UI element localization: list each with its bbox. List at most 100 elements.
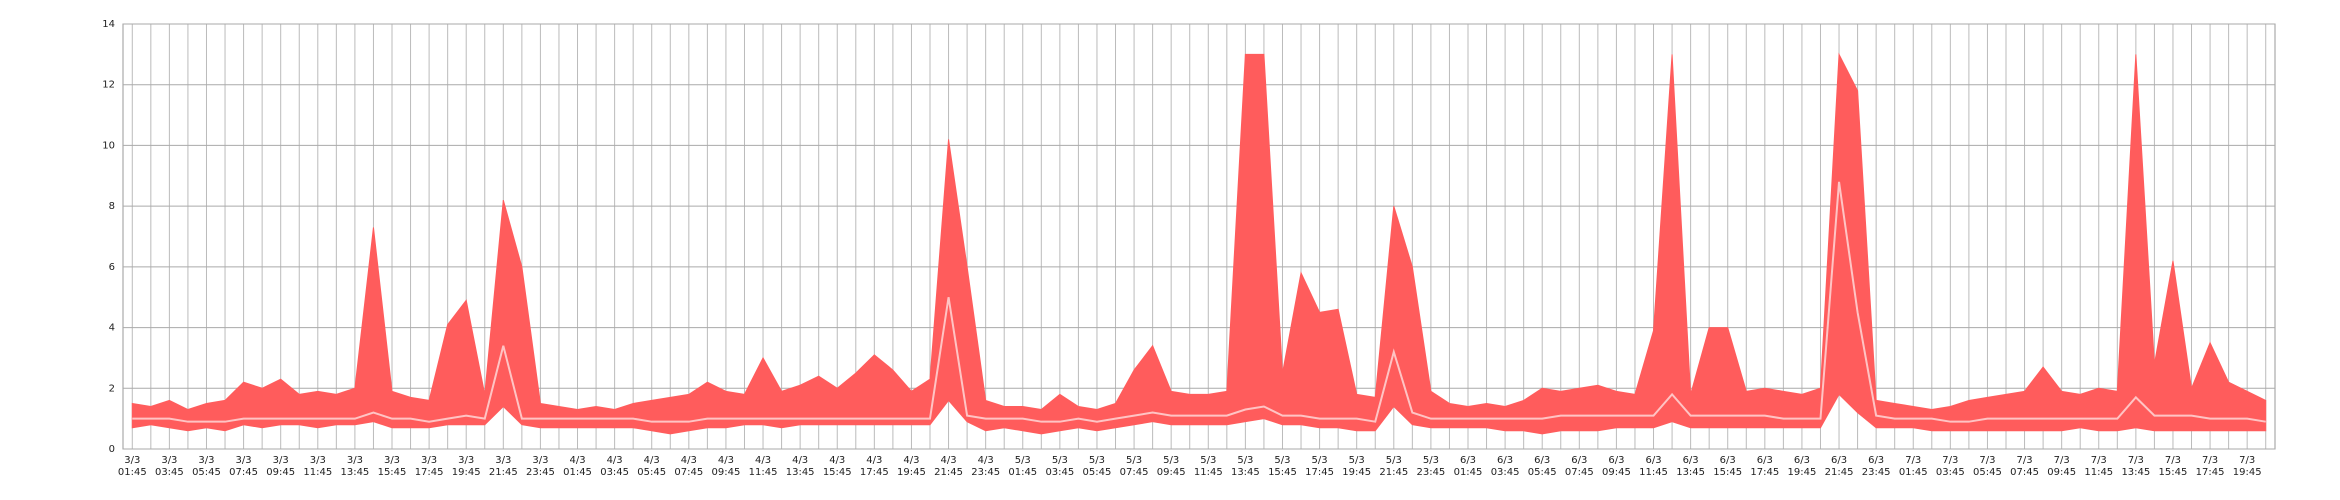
y-tick-label: 8 — [109, 201, 115, 212]
x-tick-label-line: 3/3 — [198, 455, 214, 466]
x-tick-label: 3/3 01:45 — [118, 455, 147, 478]
x-tick-label: 4/3 05:45 — [637, 455, 666, 478]
x-tick-label: 6/3 03:45 — [1491, 455, 1520, 478]
x-tick-label: 4/3 09:45 — [712, 455, 741, 478]
y-tick-label: 14 — [102, 19, 115, 30]
x-tick-label-line: 01:45 — [563, 467, 592, 478]
x-tick-label: 5/3 03:45 — [1045, 455, 1074, 478]
x-tick-label-line: 6/3 — [1460, 455, 1476, 466]
x-tick-label-line: 5/3 — [1274, 455, 1290, 466]
x-tick-label-line: 6/3 — [1720, 455, 1736, 466]
x-tick-label-line: 17:45 — [2196, 467, 2225, 478]
x-tick-label: 3/3 11:45 — [303, 455, 332, 478]
x-tick-label-line: 01:45 — [1899, 467, 1928, 478]
x-tick-label-line: 4/3 — [978, 455, 994, 466]
x-tick-label-line: 3/3 — [532, 455, 548, 466]
x-tick-label-line: 11:45 — [303, 467, 332, 478]
x-tick-label-line: 4/3 — [718, 455, 734, 466]
x-tick-label-line: 6/3 — [1757, 455, 1773, 466]
x-tick-label-line: 4/3 — [681, 455, 697, 466]
x-tick-label-line: 7/3 — [2054, 455, 2070, 466]
x-tick-label: 4/3 15:45 — [823, 455, 852, 478]
x-tick-label-line: 6/3 — [1868, 455, 1884, 466]
y-tick-label: 0 — [109, 444, 115, 455]
x-tick-label-line: 09:45 — [1157, 467, 1186, 478]
x-tick-label: 5/3 19:45 — [1342, 455, 1371, 478]
x-tick-label-line: 03:45 — [1936, 467, 1965, 478]
x-tick-label-line: 7/3 — [2239, 455, 2255, 466]
x-tick-label-line: 7/3 — [2165, 455, 2181, 466]
x-tick-label: 5/3 21:45 — [1379, 455, 1408, 478]
x-tick-label: 5/3 17:45 — [1305, 455, 1334, 478]
x-tick-label-line: 6/3 — [1831, 455, 1847, 466]
y-tick-label: 2 — [109, 383, 115, 394]
x-tick-label-line: 11:45 — [749, 467, 778, 478]
x-tick-label-line: 5/3 — [1312, 455, 1328, 466]
x-tick-label-line: 15:45 — [1268, 467, 1297, 478]
x-tick-label-line: 03:45 — [155, 467, 184, 478]
x-tick-label-line: 3/3 — [458, 455, 474, 466]
x-tick-label: 7/3 13:45 — [2121, 455, 2150, 478]
x-tick-label-line: 6/3 — [1683, 455, 1699, 466]
x-tick-label-line: 4/3 — [941, 455, 957, 466]
x-tick-label: 7/3 19:45 — [2233, 455, 2262, 478]
x-tick-label-line: 17:45 — [860, 467, 889, 478]
x-tick-label: 3/3 09:45 — [266, 455, 295, 478]
x-tick-label-line: 6/3 — [1608, 455, 1624, 466]
x-tick-label-line: 4/3 — [569, 455, 585, 466]
x-tick-label-line: 4/3 — [829, 455, 845, 466]
x-tick-label-line: 05:45 — [1973, 467, 2002, 478]
x-tick-label-line: 03:45 — [1045, 467, 1074, 478]
x-tick-label-line: 6/3 — [1497, 455, 1513, 466]
x-tick-label-line: 15:45 — [2159, 467, 2188, 478]
x-tick-label: 4/3 01:45 — [563, 455, 592, 478]
x-tick-label-line: 13:45 — [786, 467, 815, 478]
x-tick-label-line: 3/3 — [310, 455, 326, 466]
x-tick-label-line: 15:45 — [823, 467, 852, 478]
x-tick-label: 7/3 07:45 — [2010, 455, 2039, 478]
x-tick-label: 6/3 17:45 — [1750, 455, 1779, 478]
x-tick-label-line: 3/3 — [495, 455, 511, 466]
x-tick-label: 4/3 19:45 — [897, 455, 926, 478]
y-tick-label: 4 — [109, 323, 115, 334]
x-tick-label: 3/3 19:45 — [452, 455, 481, 478]
y-tick-label: 10 — [102, 140, 115, 151]
x-tick-label: 6/3 11:45 — [1639, 455, 1668, 478]
x-tick-label: 4/3 21:45 — [934, 455, 963, 478]
x-tick-label: 6/3 07:45 — [1565, 455, 1594, 478]
x-tick-label-line: 3/3 — [124, 455, 140, 466]
x-tick-label-line: 11:45 — [2084, 467, 2113, 478]
x-tick-label-line: 5/3 — [1089, 455, 1105, 466]
x-tick-label-line: 3/3 — [384, 455, 400, 466]
x-tick-label-line: 4/3 — [903, 455, 919, 466]
x-tick-label-line: 5/3 — [1163, 455, 1179, 466]
x-tick-label-line: 21:45 — [1825, 467, 1854, 478]
x-tick-label: 6/3 09:45 — [1602, 455, 1631, 478]
x-tick-label-line: 07:45 — [2010, 467, 2039, 478]
x-tick-label: 4/3 11:45 — [749, 455, 778, 478]
x-tick-label-line: 09:45 — [266, 467, 295, 478]
x-tick-label: 3/3 05:45 — [192, 455, 221, 478]
x-tick-label-line: 5/3 — [1126, 455, 1142, 466]
x-tick-label-line: 13:45 — [1231, 467, 1260, 478]
x-tick-label: 6/3 19:45 — [1788, 455, 1817, 478]
x-tick-label: 5/3 09:45 — [1157, 455, 1186, 478]
x-tick-label-line: 03:45 — [600, 467, 629, 478]
x-tick-label: 5/3 01:45 — [1008, 455, 1037, 478]
x-tick-label: 7/3 03:45 — [1936, 455, 1965, 478]
x-tick-label-line: 03:45 — [1491, 467, 1520, 478]
x-tick-label-line: 09:45 — [712, 467, 741, 478]
x-tick-label-line: 7/3 — [2017, 455, 2033, 466]
x-tick-label-line: 6/3 — [1645, 455, 1661, 466]
x-tick-label-line: 4/3 — [607, 455, 623, 466]
x-tick-label-line: 11:45 — [1639, 467, 1668, 478]
x-tick-label-line: 6/3 — [1534, 455, 1550, 466]
x-tick-label: 4/3 23:45 — [971, 455, 1000, 478]
x-tick-label-line: 05:45 — [637, 467, 666, 478]
x-tick-label-line: 13:45 — [1676, 467, 1705, 478]
x-tick-label: 3/3 15:45 — [378, 455, 407, 478]
x-tick-label-line: 4/3 — [755, 455, 771, 466]
x-tick-label-line: 07:45 — [1120, 467, 1149, 478]
x-tick-label-line: 7/3 — [2091, 455, 2107, 466]
x-tick-label: 6/3 15:45 — [1713, 455, 1742, 478]
